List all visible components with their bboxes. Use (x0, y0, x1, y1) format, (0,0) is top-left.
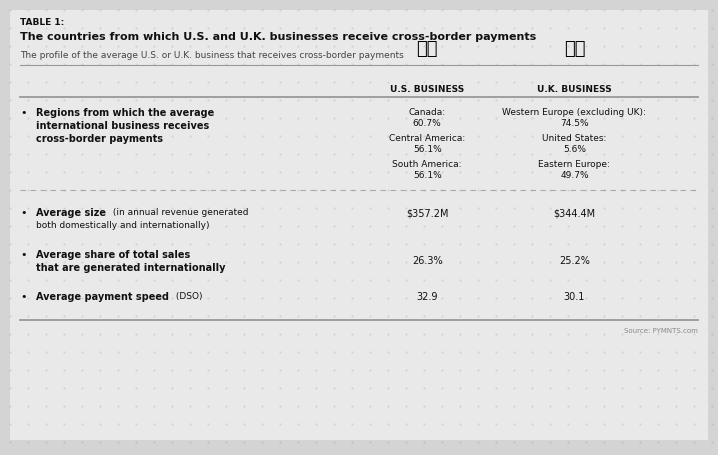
FancyBboxPatch shape (10, 10, 708, 440)
Text: Central America:: Central America: (389, 134, 465, 143)
Text: Regions from which the average: Regions from which the average (36, 108, 214, 118)
Text: •: • (20, 250, 27, 260)
Text: The profile of the average U.S. or U.K. business that receives cross-border paym: The profile of the average U.S. or U.K. … (20, 51, 404, 60)
Text: 56.1%: 56.1% (413, 171, 442, 180)
Text: The countries from which U.S. and U.K. businesses receive cross-border payments: The countries from which U.S. and U.K. b… (20, 32, 536, 42)
Text: U.S. BUSINESS: U.S. BUSINESS (390, 85, 465, 94)
Text: $344.4M: $344.4M (554, 208, 595, 218)
Text: Canada:: Canada: (409, 108, 446, 117)
Text: 60.7%: 60.7% (413, 119, 442, 128)
Text: •: • (20, 208, 27, 218)
Text: that are generated internationally: that are generated internationally (36, 263, 225, 273)
Text: Eastern Europe:: Eastern Europe: (538, 160, 610, 169)
Text: Average size: Average size (36, 208, 106, 218)
Text: Western Europe (excluding UK):: Western Europe (excluding UK): (503, 108, 646, 117)
Text: •: • (20, 292, 27, 302)
Text: 🇬🇧: 🇬🇧 (564, 40, 585, 58)
Text: Average share of total sales: Average share of total sales (36, 250, 190, 260)
Text: 32.9: 32.9 (416, 292, 438, 302)
Text: (DSO): (DSO) (173, 292, 202, 301)
Text: 25.2%: 25.2% (559, 256, 590, 266)
Text: TABLE 1:: TABLE 1: (20, 18, 64, 27)
Text: cross-border payments: cross-border payments (36, 134, 163, 144)
Text: 🇺🇸: 🇺🇸 (416, 40, 438, 58)
Text: (in annual revenue generated: (in annual revenue generated (110, 208, 248, 217)
Text: 26.3%: 26.3% (412, 256, 442, 266)
Text: 74.5%: 74.5% (560, 119, 589, 128)
Text: Average payment speed: Average payment speed (36, 292, 169, 302)
Text: 49.7%: 49.7% (560, 171, 589, 180)
Text: $357.2M: $357.2M (406, 208, 449, 218)
Text: 5.6%: 5.6% (563, 145, 586, 154)
Text: international business receives: international business receives (36, 121, 209, 131)
Text: Source: PYMNTS.com: Source: PYMNTS.com (624, 328, 698, 334)
Text: 56.1%: 56.1% (413, 145, 442, 154)
Text: •: • (20, 108, 27, 118)
Text: both domestically and internationally): both domestically and internationally) (36, 221, 210, 230)
Text: 30.1: 30.1 (564, 292, 585, 302)
Text: U.K. BUSINESS: U.K. BUSINESS (537, 85, 612, 94)
Text: United States:: United States: (542, 134, 607, 143)
Text: South America:: South America: (393, 160, 462, 169)
